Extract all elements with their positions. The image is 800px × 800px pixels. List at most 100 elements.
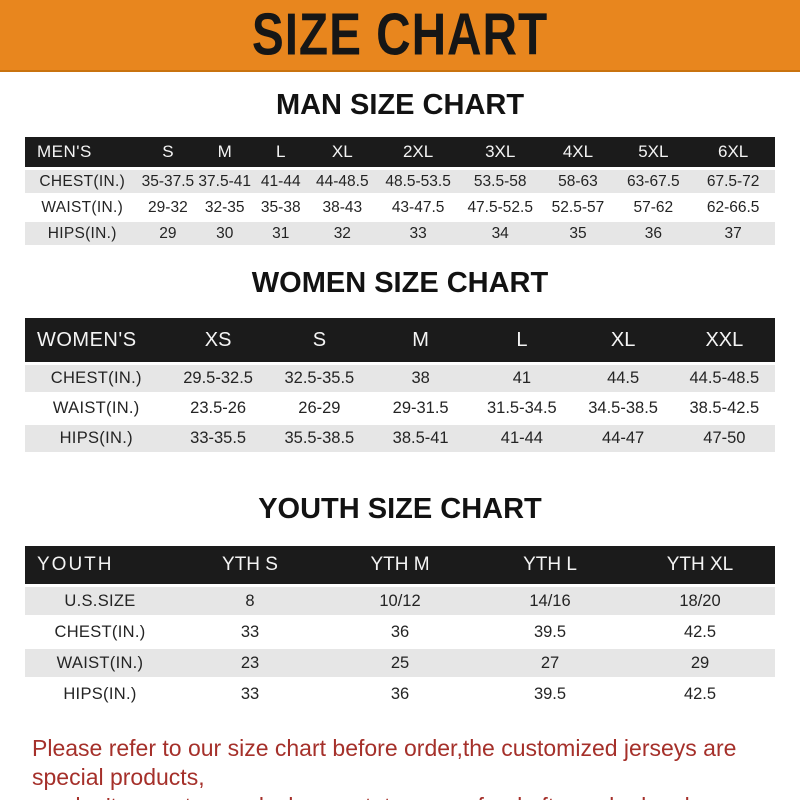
size-value-cell: 38 bbox=[370, 365, 472, 392]
size-value-cell: 29.5-32.5 bbox=[167, 365, 269, 392]
size-value-cell: 58-63 bbox=[540, 170, 616, 193]
order-note-line1: Please refer to our size chart before or… bbox=[32, 735, 737, 790]
size-table: YOUTH YTH S YTH M YTH L YTH XL U.S.SIZE 8 10/1… bbox=[25, 543, 775, 711]
size-column-header: YTH M bbox=[325, 546, 475, 584]
size-value-cell: 53.5-58 bbox=[459, 170, 541, 193]
size-value-cell: 57-62 bbox=[615, 196, 692, 219]
size-value-cell: 63-67.5 bbox=[615, 170, 692, 193]
section-heading: YOUTH SIZE CHART bbox=[258, 493, 542, 525]
size-value-cell: 37.5-41 bbox=[196, 170, 254, 193]
row-label: WAIST(IN.) bbox=[25, 196, 140, 219]
size-table-body: CHEST(IN.) 35-37.5 37.5-41 41-44 44-48.5 48.5… bbox=[25, 170, 775, 245]
size-value-cell: 34.5-38.5 bbox=[572, 395, 674, 422]
table-row: WAIST(IN.) 23.5-26 26-29 29-31.5 31.5-34.5 34… bbox=[25, 395, 775, 422]
size-value-cell: 35-37.5 bbox=[139, 170, 197, 193]
row-label: HIPS(IN.) bbox=[25, 680, 175, 708]
size-value-cell: 25 bbox=[325, 649, 475, 677]
size-value-cell: 32.5-35.5 bbox=[268, 365, 370, 392]
row-label: CHEST(IN.) bbox=[25, 618, 175, 646]
size-value-cell: 8 bbox=[175, 587, 325, 615]
table-title: WOMEN'S bbox=[25, 318, 168, 362]
size-chart-banner: SIZE CHART bbox=[0, 0, 800, 72]
size-column-header: M bbox=[370, 318, 472, 362]
size-value-cell: 44.5-48.5 bbox=[673, 365, 775, 392]
size-value-cell: 41 bbox=[471, 365, 573, 392]
table-row: CHEST(IN.) 29.5-32.5 32.5-35.5 38 41 44.5 44.5… bbox=[25, 365, 775, 392]
row-label: U.S.SIZE bbox=[25, 587, 175, 615]
size-column-header: XL bbox=[572, 318, 674, 362]
size-value-cell: 29 bbox=[139, 222, 197, 245]
table-header-row: MEN'S S M L XL 2XL 3XL 4XL 5XL 6XL bbox=[25, 137, 775, 167]
size-value-cell: 44-48.5 bbox=[308, 170, 377, 193]
size-value-cell: 47.5-52.5 bbox=[459, 196, 541, 219]
size-value-cell: 38-43 bbox=[308, 196, 377, 219]
size-value-cell: 31.5-34.5 bbox=[471, 395, 573, 422]
table-row: HIPS(IN.) 33-35.5 35.5-38.5 38.5-41 41-44 44-… bbox=[25, 425, 775, 452]
size-value-cell: 48.5-53.5 bbox=[376, 170, 460, 193]
table-header-row: YOUTH YTH S YTH M YTH L YTH XL bbox=[25, 546, 775, 584]
size-value-cell: 33 bbox=[175, 680, 325, 708]
size-value-cell: 38.5-41 bbox=[370, 425, 472, 452]
size-value-cell: 39.5 bbox=[475, 618, 625, 646]
size-table-body: CHEST(IN.) 29.5-32.5 32.5-35.5 38 41 44.5 44.5… bbox=[25, 365, 775, 452]
size-value-cell: 36 bbox=[615, 222, 692, 245]
size-value-cell: 39.5 bbox=[475, 680, 625, 708]
size-table-body: U.S.SIZE 8 10/12 14/16 18/20 CHEST(IN.) 33 36 39… bbox=[25, 587, 775, 708]
size-value-cell: 31 bbox=[253, 222, 309, 245]
size-column-header: 5XL bbox=[615, 137, 692, 167]
size-chart-sections: MAN SIZE CHART MEN'S S M L XL 2XL 3XL 4XL 5XL 6XL… bbox=[0, 89, 800, 711]
size-value-cell: 34 bbox=[459, 222, 541, 245]
size-chart-section: YOUTH SIZE CHART YOUTH YTH S YTH M YTH L YTH… bbox=[0, 493, 800, 711]
size-value-cell: 23 bbox=[175, 649, 325, 677]
size-value-cell: 10/12 bbox=[325, 587, 475, 615]
table-title: MEN'S bbox=[25, 137, 140, 167]
size-value-cell: 33 bbox=[175, 618, 325, 646]
size-column-header: L bbox=[253, 137, 309, 167]
size-value-cell: 36 bbox=[325, 618, 475, 646]
order-note: Please refer to our size chart before or… bbox=[32, 734, 800, 800]
row-label: WAIST(IN.) bbox=[25, 395, 168, 422]
size-column-header: S bbox=[139, 137, 197, 167]
row-label: HIPS(IN.) bbox=[25, 425, 168, 452]
size-column-header: XL bbox=[308, 137, 377, 167]
section-heading: MAN SIZE CHART bbox=[275, 89, 525, 121]
size-value-cell: 52.5-57 bbox=[540, 196, 616, 219]
size-column-header: 2XL bbox=[376, 137, 460, 167]
size-value-cell: 29 bbox=[625, 649, 775, 677]
size-value-cell: 42.5 bbox=[625, 680, 775, 708]
size-chart-section: WOMEN SIZE CHART WOMEN'S XS S M L XL XXL CHEST… bbox=[0, 267, 800, 455]
size-value-cell: 23.5-26 bbox=[167, 395, 269, 422]
size-table: WOMEN'S XS S M L XL XXL CHEST(IN.) 29.5-32.5 32.… bbox=[25, 315, 775, 455]
size-value-cell: 41-44 bbox=[253, 170, 309, 193]
size-value-cell: 38.5-42.5 bbox=[673, 395, 775, 422]
size-value-cell: 33-35.5 bbox=[167, 425, 269, 452]
size-table-head: YOUTH YTH S YTH M YTH L YTH XL bbox=[25, 546, 775, 584]
size-value-cell: 32 bbox=[308, 222, 377, 245]
banner-title: SIZE CHART bbox=[251, 1, 549, 69]
row-label: WAIST(IN.) bbox=[25, 649, 175, 677]
table-title: YOUTH bbox=[25, 546, 175, 584]
size-value-cell: 41-44 bbox=[471, 425, 573, 452]
size-value-cell: 35.5-38.5 bbox=[268, 425, 370, 452]
size-column-header: YTH L bbox=[475, 546, 625, 584]
size-value-cell: 44.5 bbox=[572, 365, 674, 392]
size-value-cell: 37 bbox=[691, 222, 775, 245]
size-column-header: M bbox=[196, 137, 254, 167]
size-column-header: 6XL bbox=[691, 137, 775, 167]
row-label: CHEST(IN.) bbox=[25, 170, 140, 193]
size-value-cell: 35 bbox=[540, 222, 616, 245]
size-column-header: L bbox=[471, 318, 573, 362]
table-row: CHEST(IN.) 33 36 39.5 42.5 bbox=[25, 618, 775, 646]
size-value-cell: 29-32 bbox=[139, 196, 197, 219]
size-value-cell: 29-31.5 bbox=[370, 395, 472, 422]
size-value-cell: 35-38 bbox=[253, 196, 309, 219]
size-value-cell: 14/16 bbox=[475, 587, 625, 615]
size-column-header: XS bbox=[167, 318, 269, 362]
size-column-header: S bbox=[268, 318, 370, 362]
order-note-line2: we don't accept cancel, change, teturn o… bbox=[32, 792, 800, 800]
table-row: U.S.SIZE 8 10/12 14/16 18/20 bbox=[25, 587, 775, 615]
table-row: HIPS(IN.) 33 36 39.5 42.5 bbox=[25, 680, 775, 708]
size-value-cell: 43-47.5 bbox=[376, 196, 460, 219]
size-column-header: YTH S bbox=[175, 546, 325, 584]
size-value-cell: 33 bbox=[376, 222, 460, 245]
